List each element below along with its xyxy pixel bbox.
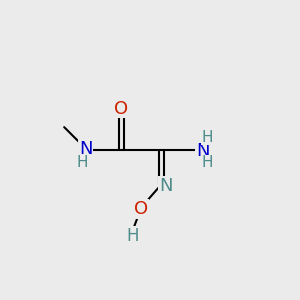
Text: N: N bbox=[79, 140, 92, 158]
Text: H: H bbox=[76, 155, 88, 170]
Text: O: O bbox=[134, 200, 148, 218]
Text: N: N bbox=[159, 177, 172, 195]
Text: O: O bbox=[114, 100, 128, 118]
Text: N: N bbox=[196, 142, 210, 160]
Text: H: H bbox=[202, 155, 213, 170]
Text: H: H bbox=[127, 227, 139, 245]
Text: H: H bbox=[202, 130, 213, 145]
